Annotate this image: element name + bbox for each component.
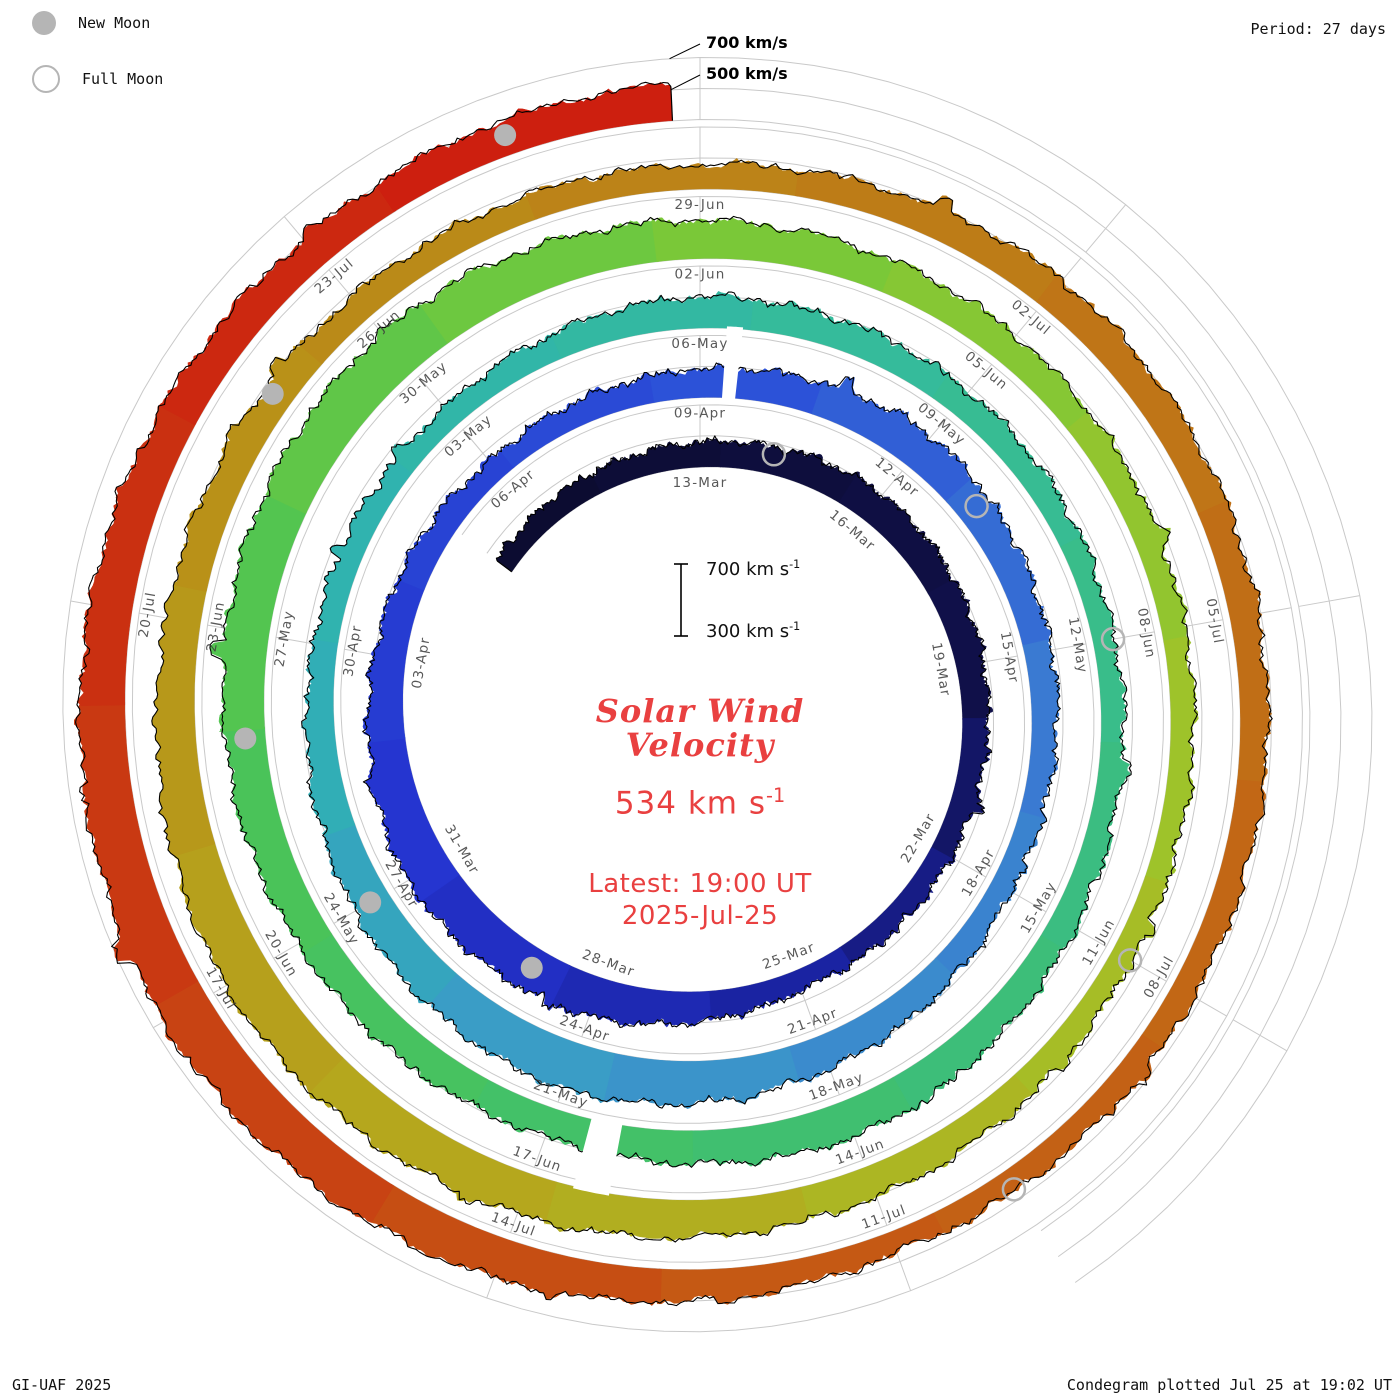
moon-legend: New Moon Full Moon <box>32 6 163 118</box>
velocity-scale: 700 km s-1 300 km s-1 <box>666 558 800 642</box>
new-moon-marker <box>234 727 257 750</box>
gridline-spiral-700 <box>62 56 1373 1333</box>
velocity-scale-bar <box>674 563 688 637</box>
scale-top-label: 700 km s-1 <box>706 558 801 580</box>
date-label: 08-Jun <box>1134 607 1159 660</box>
credit-label: GI-UAF 2025 <box>12 1376 112 1394</box>
data-gap <box>721 326 744 400</box>
velocity-trace-outline <box>75 81 1273 1307</box>
velocity-end-label: 700 km/s <box>706 33 788 52</box>
date-label: 15-Apr <box>997 630 1022 684</box>
full-moon-label: Full Moon <box>82 70 164 88</box>
spiral-band-segment <box>1140 779 1266 1052</box>
gridline-radial <box>1298 595 1360 607</box>
date-label: 02-Jun <box>674 267 725 283</box>
band-end-cap <box>670 86 674 121</box>
plotted-timestamp: Condegram plotted Jul 25 at 19:02 UT <box>1066 1376 1392 1394</box>
scale-bottom-label: 300 km s-1 <box>706 620 801 642</box>
new-moon-marker <box>494 124 517 147</box>
band-end-cap <box>496 560 513 573</box>
new-moon-label: New Moon <box>78 14 151 32</box>
spiral-band-segment <box>265 302 450 515</box>
new-moon-marker <box>359 891 382 914</box>
spiral-band-segment <box>499 371 657 468</box>
new-moon-marker <box>520 956 543 979</box>
legend-full-moon: Full Moon <box>32 62 163 96</box>
full-moon-marker <box>1117 948 1143 973</box>
end-label-leader <box>670 74 701 91</box>
data-gap <box>573 1117 623 1196</box>
date-label: 13-Mar <box>673 475 728 491</box>
end-label-leader <box>669 43 701 60</box>
date-label: 19-Mar <box>928 641 953 698</box>
date-label: 30-Apr <box>340 624 365 678</box>
full-moon-marker <box>1001 1177 1027 1202</box>
date-label: 29-Jun <box>674 197 725 213</box>
latest-date-label: 2025-Jul-25 <box>621 901 779 932</box>
center-annotation: Solar Wind Velocity 534 km s-1 Latest: 1… <box>450 694 950 931</box>
date-label: 06-May <box>671 336 728 352</box>
full-moon-icon <box>32 65 60 93</box>
new-moon-icon <box>32 11 56 35</box>
chart-title: Solar Wind Velocity <box>595 692 805 764</box>
date-label: 12-May <box>1065 616 1091 675</box>
gridline-radial <box>1232 1019 1288 1052</box>
spiral-band-segment <box>397 448 516 591</box>
latest-time-label: Latest: 19:00 UT <box>588 869 812 900</box>
gridline-radial <box>1085 204 1127 253</box>
date-label: 03-Apr <box>409 636 434 690</box>
date-label: 09-Apr <box>674 406 726 422</box>
date-label: 20-Jul <box>136 590 160 638</box>
spiral-band-segment <box>719 439 860 504</box>
new-moon-marker <box>261 382 284 405</box>
date-label: 05-Jul <box>1203 597 1227 645</box>
full-moon-marker <box>761 442 787 467</box>
velocity-end-label: 500 km/s <box>706 64 788 83</box>
full-moon-marker <box>964 493 989 519</box>
current-velocity-value: 534 km s-1 <box>614 784 786 822</box>
date-label: 27-May <box>272 609 298 668</box>
full-moon-marker <box>1100 626 1126 652</box>
period-label: Period: 27 days <box>1250 20 1386 38</box>
spiral-band-segment <box>891 934 1066 1113</box>
legend-new-moon: New Moon <box>32 6 163 40</box>
